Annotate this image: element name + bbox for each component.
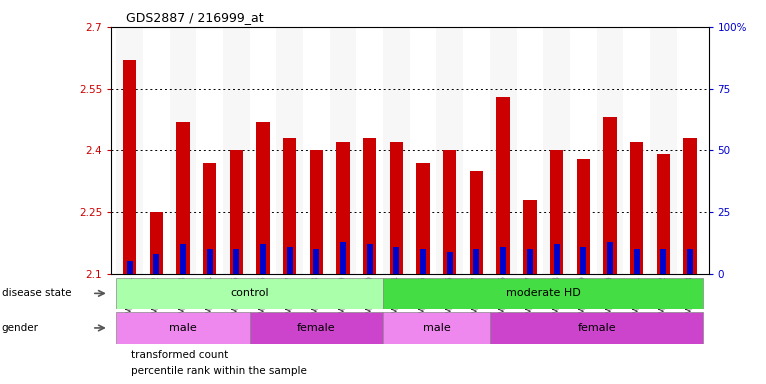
Bar [630, 142, 643, 274]
Bar [367, 244, 373, 274]
Bar [687, 249, 693, 274]
Bar [116, 312, 250, 344]
Bar [523, 200, 536, 274]
Text: GDS2887 / 216999_at: GDS2887 / 216999_at [126, 12, 264, 25]
Bar [313, 249, 319, 274]
Bar [577, 159, 590, 274]
Bar [633, 249, 640, 274]
Bar [543, 27, 570, 274]
Bar [390, 142, 403, 274]
Bar [257, 121, 270, 274]
Bar [603, 118, 617, 274]
Bar [470, 171, 483, 274]
Bar [223, 27, 250, 274]
Bar [126, 262, 133, 274]
Bar [116, 27, 143, 274]
Bar [444, 151, 457, 274]
Bar [660, 249, 666, 274]
Bar [656, 154, 670, 274]
Bar [383, 278, 703, 309]
Bar [580, 247, 586, 274]
Bar [149, 212, 163, 274]
Bar [170, 27, 196, 274]
Bar [383, 312, 489, 344]
Bar [447, 252, 453, 274]
Bar [203, 163, 217, 274]
Text: female: female [297, 323, 336, 333]
Bar [230, 151, 243, 274]
Bar [176, 121, 190, 274]
Bar [153, 254, 159, 274]
Bar [650, 27, 676, 274]
Bar [437, 27, 463, 274]
Bar [500, 247, 506, 274]
Bar [489, 27, 516, 274]
Bar [496, 97, 510, 274]
Bar [683, 138, 696, 274]
Bar [420, 249, 426, 274]
Text: percentile rank within the sample: percentile rank within the sample [131, 366, 307, 376]
Bar [277, 27, 303, 274]
Bar [550, 151, 563, 274]
Bar [527, 249, 533, 274]
Bar [330, 27, 356, 274]
Bar [336, 142, 350, 274]
Bar [286, 247, 293, 274]
Bar [250, 312, 383, 344]
Text: control: control [231, 288, 269, 298]
Bar [234, 249, 240, 274]
Bar [363, 138, 376, 274]
Bar [116, 278, 383, 309]
Text: female: female [578, 323, 616, 333]
Bar [607, 242, 613, 274]
Bar [260, 244, 266, 274]
Bar [309, 151, 323, 274]
Bar [417, 163, 430, 274]
Bar [207, 249, 213, 274]
Bar [489, 312, 703, 344]
Bar [394, 247, 400, 274]
Text: moderate HD: moderate HD [506, 288, 581, 298]
Bar [597, 27, 624, 274]
Bar [180, 244, 186, 274]
Text: gender: gender [2, 323, 38, 333]
Text: disease state: disease state [2, 288, 71, 298]
Bar [340, 242, 346, 274]
Text: transformed count: transformed count [131, 350, 228, 360]
Bar [473, 249, 480, 274]
Bar [554, 244, 559, 274]
Bar [283, 138, 296, 274]
Bar [383, 27, 410, 274]
Text: male: male [423, 323, 450, 333]
Text: male: male [169, 323, 197, 333]
Bar [123, 60, 136, 274]
